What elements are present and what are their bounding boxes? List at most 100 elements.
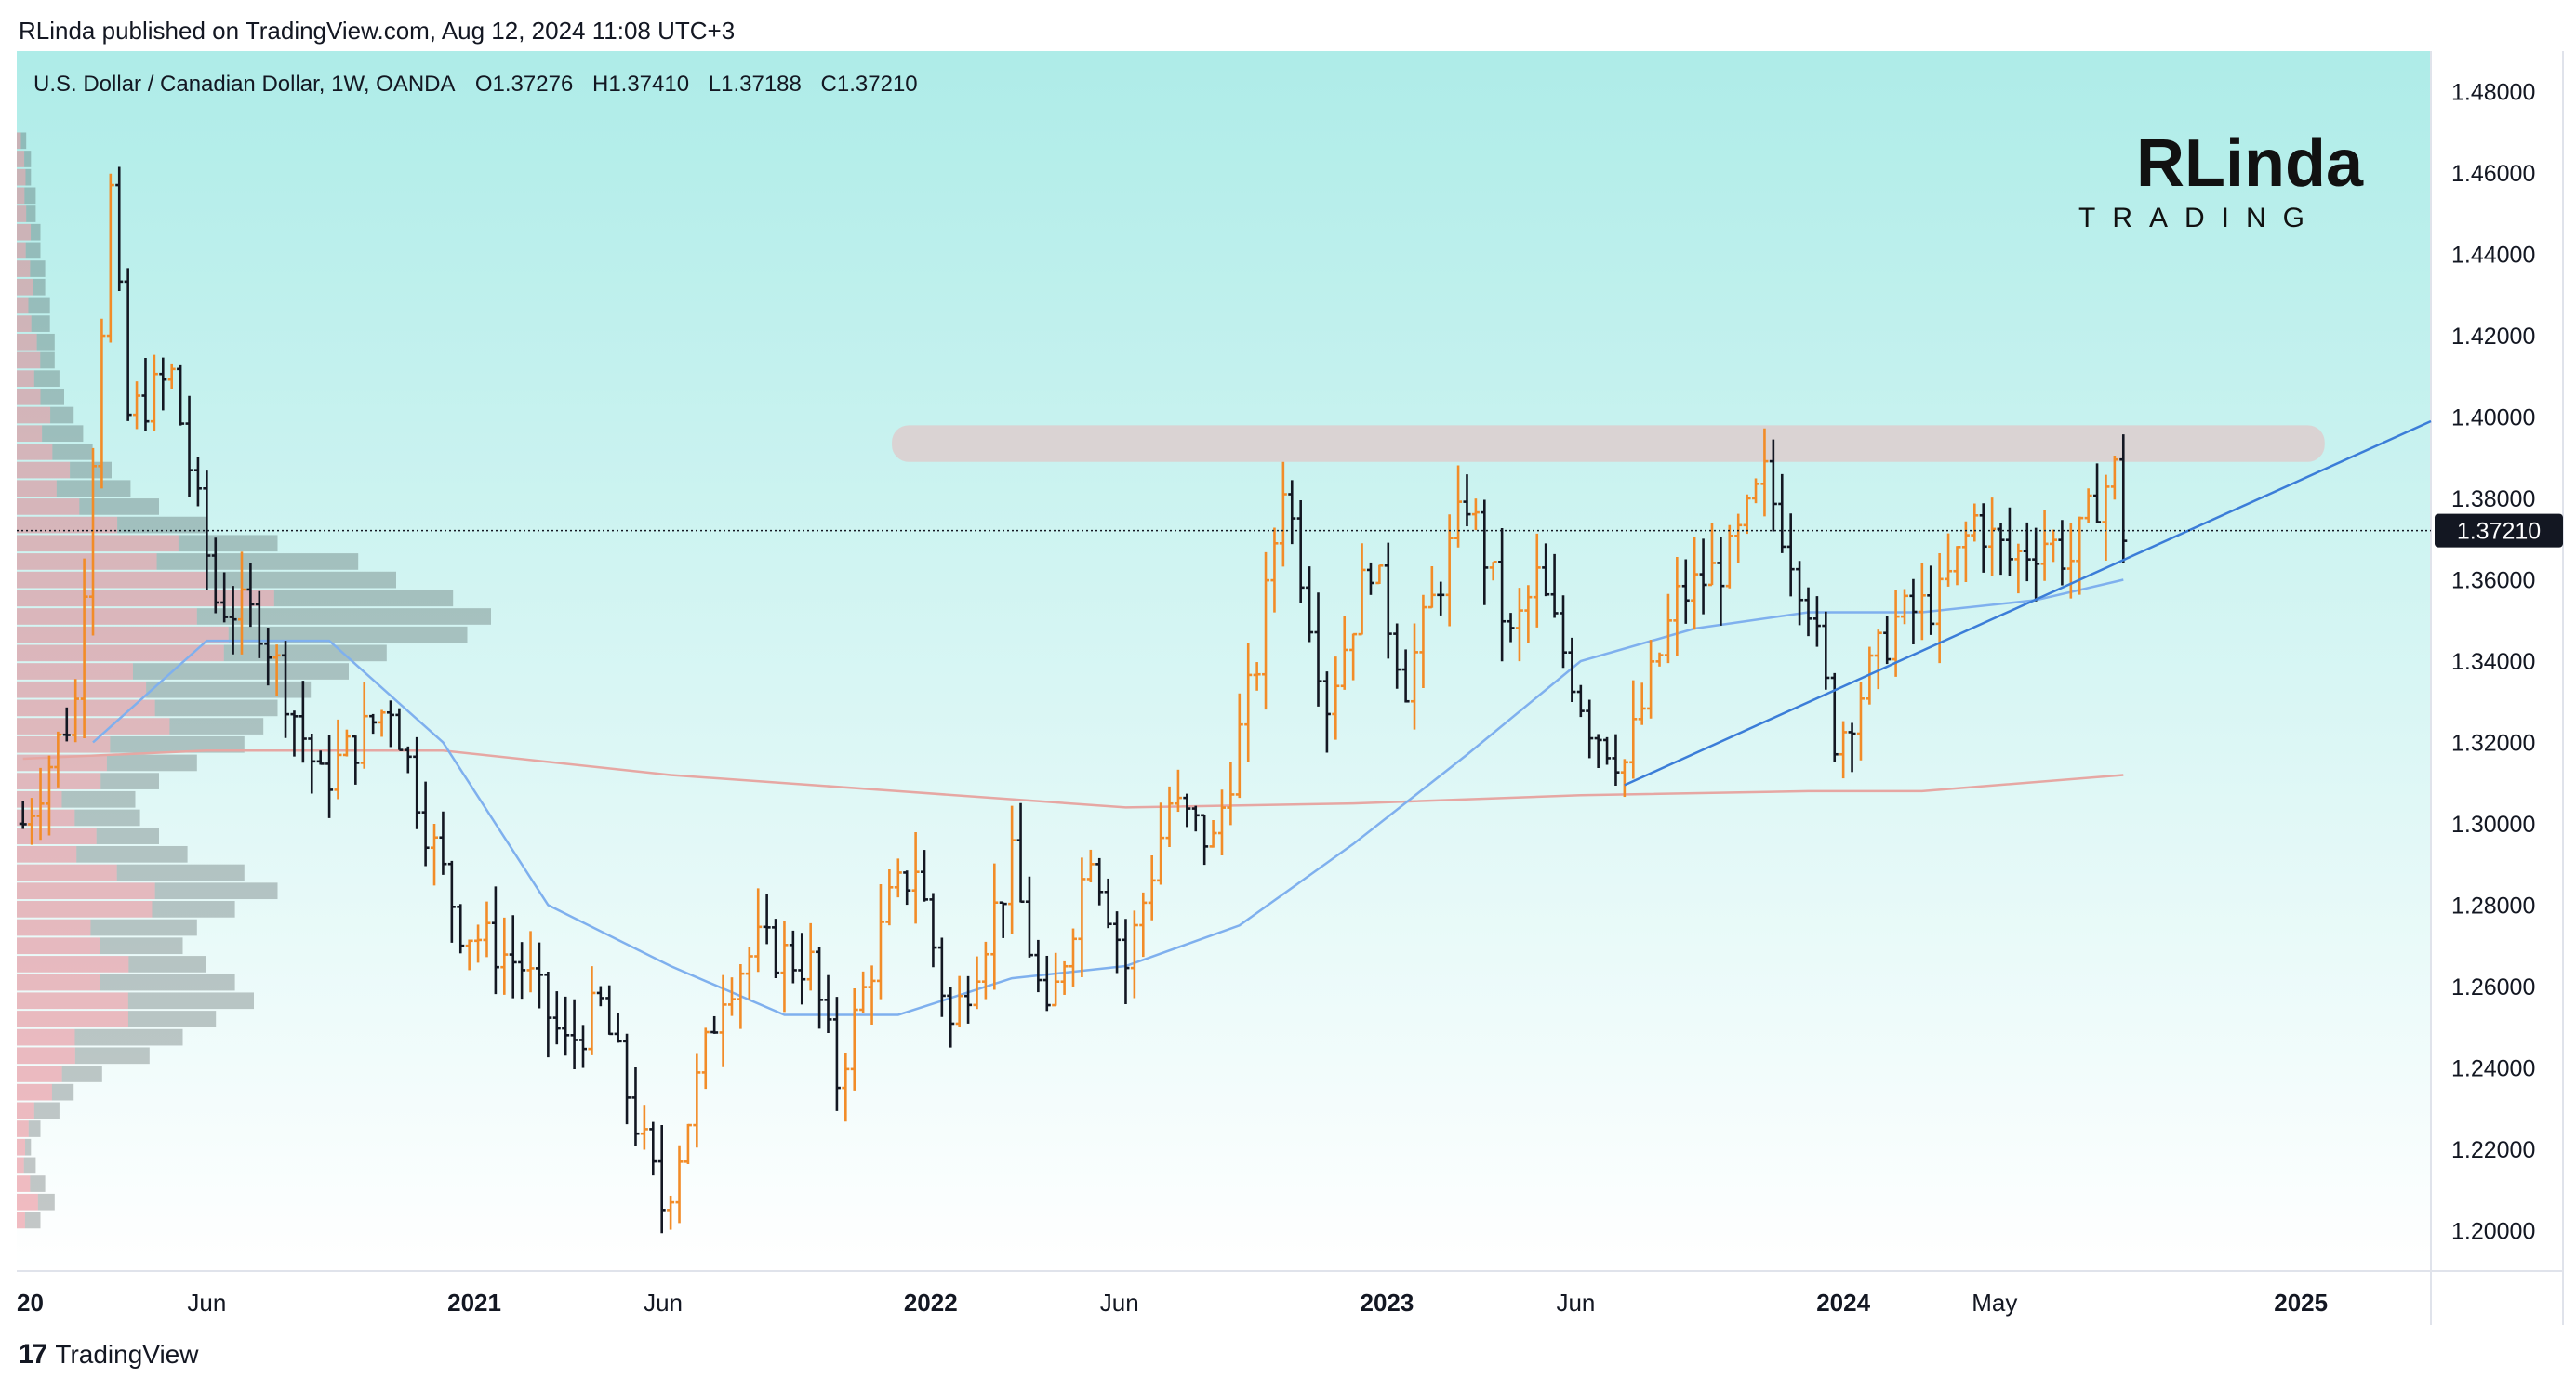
- ohlc-bar: [124, 268, 132, 421]
- ohlc-bar: [1165, 786, 1174, 847]
- ohlc-bar: [675, 1145, 684, 1224]
- volume-profile-bar: [24, 151, 32, 167]
- volume-profile-bar: [196, 608, 492, 625]
- ohlc-bar: [246, 563, 255, 628]
- volume-profile-bar: [17, 699, 155, 717]
- ohlc-bar: [1262, 551, 1270, 710]
- ohlc-bar: [614, 1013, 622, 1043]
- rlinda-brand-logo: RLinda TRADING: [2078, 130, 2363, 242]
- trendline-layer[interactable]: [1624, 419, 2432, 787]
- price-axis-tick-label: 1.28000: [2451, 893, 2535, 919]
- ohlc-bar: [474, 924, 483, 963]
- ohlc-bar: [1060, 960, 1069, 995]
- ohlc-bar: [1419, 594, 1427, 689]
- ohlc-bar: [1008, 805, 1016, 934]
- price-axis-tick-label: 1.34000: [2451, 649, 2535, 675]
- volume-profile-bar: [79, 498, 159, 515]
- ohlc-bar: [1209, 820, 1217, 848]
- volume-profile-bar: [146, 681, 312, 698]
- ohlc-bar: [754, 888, 763, 973]
- tradingview-logo[interactable]: 17 TradingView: [19, 1339, 198, 1371]
- ohlc-bar: [255, 590, 263, 658]
- ohlc-bar: [431, 823, 439, 886]
- price-axis-tick-label: 1.42000: [2451, 324, 2535, 350]
- volume-profile-bar: [17, 1138, 26, 1156]
- ohlc-bar: [1463, 474, 1471, 527]
- time-axis[interactable]: 20 Jun 2021 Jun 2022 Jun 2023 Jun 2024 May 2025: [17, 1289, 2328, 1317]
- time-axis-tick-label: 2023: [1361, 1289, 1414, 1317]
- volume-profile-bar: [100, 974, 235, 991]
- ohlc-bar: [1743, 494, 1751, 535]
- ohlc-bar: [1427, 566, 1436, 609]
- high-label: H: [592, 72, 608, 97]
- volume-profile-bar: [106, 754, 197, 772]
- ohlc-bar: [579, 1025, 588, 1068]
- ohlc-bar: [850, 987, 858, 1091]
- publisher-line: RLinda published on TradingView.com, Aug…: [19, 17, 736, 45]
- ohlc-bar: [299, 681, 307, 763]
- ohlc-bar: [2102, 474, 2110, 562]
- ohlc-bar: [1812, 596, 1821, 647]
- volume-profile-bar: [132, 663, 349, 680]
- ohlc-bar: [1332, 656, 1340, 740]
- ohlc-bar: [1375, 564, 1384, 585]
- volume-profile-bar: [17, 444, 53, 460]
- ohlc-bar: [798, 933, 806, 1005]
- ohlc-bar: [1227, 762, 1235, 826]
- ohlc-bar: [272, 644, 281, 697]
- volume-profile-bar: [96, 828, 159, 844]
- ohlc-bar: [177, 364, 185, 426]
- volume-profile-bar: [17, 608, 197, 625]
- volume-profile-bar: [33, 370, 60, 387]
- volume-profile-bar: [17, 242, 26, 259]
- volume-profile-bar: [90, 919, 197, 936]
- price-axis-tick-label: 1.24000: [2451, 1055, 2535, 1081]
- ohlc-bar: [1629, 680, 1638, 779]
- ohlc-bar: [1918, 563, 1926, 641]
- ohlc-bar: [1095, 857, 1104, 906]
- ohlc-bar: [264, 628, 272, 686]
- volume-profile-bar: [74, 1047, 150, 1065]
- volume-profile-bar: [17, 480, 57, 497]
- ohlc-bar: [876, 883, 884, 1000]
- price-axis[interactable]: 1.48000 1.46000 1.44000 1.42000 1.40000 1.380…: [2451, 80, 2535, 1245]
- volume-profile-bar: [26, 205, 36, 222]
- ohlc-bar: [1244, 642, 1253, 762]
- ohlc-bar: [1961, 521, 1970, 583]
- volume-profile-bar: [117, 516, 206, 534]
- volume-profile-bar: [17, 132, 21, 150]
- symbol-name: U.S. Dollar / Canadian Dollar, 1W, OANDA: [33, 72, 455, 97]
- time-axis-tick-label: Jun: [1100, 1289, 1139, 1317]
- ohlc-bar: [667, 1195, 675, 1230]
- ohlc-bar: [999, 901, 1007, 938]
- ohlc-bar: [1874, 629, 1882, 690]
- ohlc-bar: [447, 860, 456, 943]
- ohlc-bar: [106, 173, 114, 343]
- volume-profile-bar: [31, 315, 50, 332]
- ohlc-bar: [1568, 637, 1576, 702]
- ohlc-bar: [1979, 503, 1987, 573]
- ohlc-bar: [1707, 523, 1716, 587]
- ohlc-bar: [693, 1053, 701, 1148]
- volume-profile-bar: [17, 168, 26, 186]
- ohlc-bar: [1366, 562, 1374, 595]
- last-price-tag: [2435, 513, 2563, 548]
- ohlc-bar: [1191, 805, 1200, 832]
- ohlc-bar: [2093, 463, 2102, 523]
- ohlc-bar: [1498, 528, 1507, 662]
- time-axis-tick-label: Jun: [644, 1289, 683, 1317]
- ohlc-bar: [1717, 537, 1725, 626]
- volume-profile-bar: [17, 535, 179, 552]
- ohlc-bar: [1856, 682, 1865, 761]
- volume-profile-bar: [33, 278, 46, 296]
- ohlc-bar: [1445, 514, 1454, 627]
- ohlc-bar: [640, 1105, 648, 1150]
- ohlc-bar: [1524, 585, 1533, 643]
- last-price-label: 1.37210: [2457, 519, 2541, 545]
- ohlc-bar: [1725, 524, 1733, 589]
- ohlc-bar: [369, 713, 378, 735]
- volume-profile-bar: [17, 681, 147, 698]
- price-axis-tick-label: 1.46000: [2451, 161, 2535, 187]
- volume-profile-bar: [17, 388, 41, 405]
